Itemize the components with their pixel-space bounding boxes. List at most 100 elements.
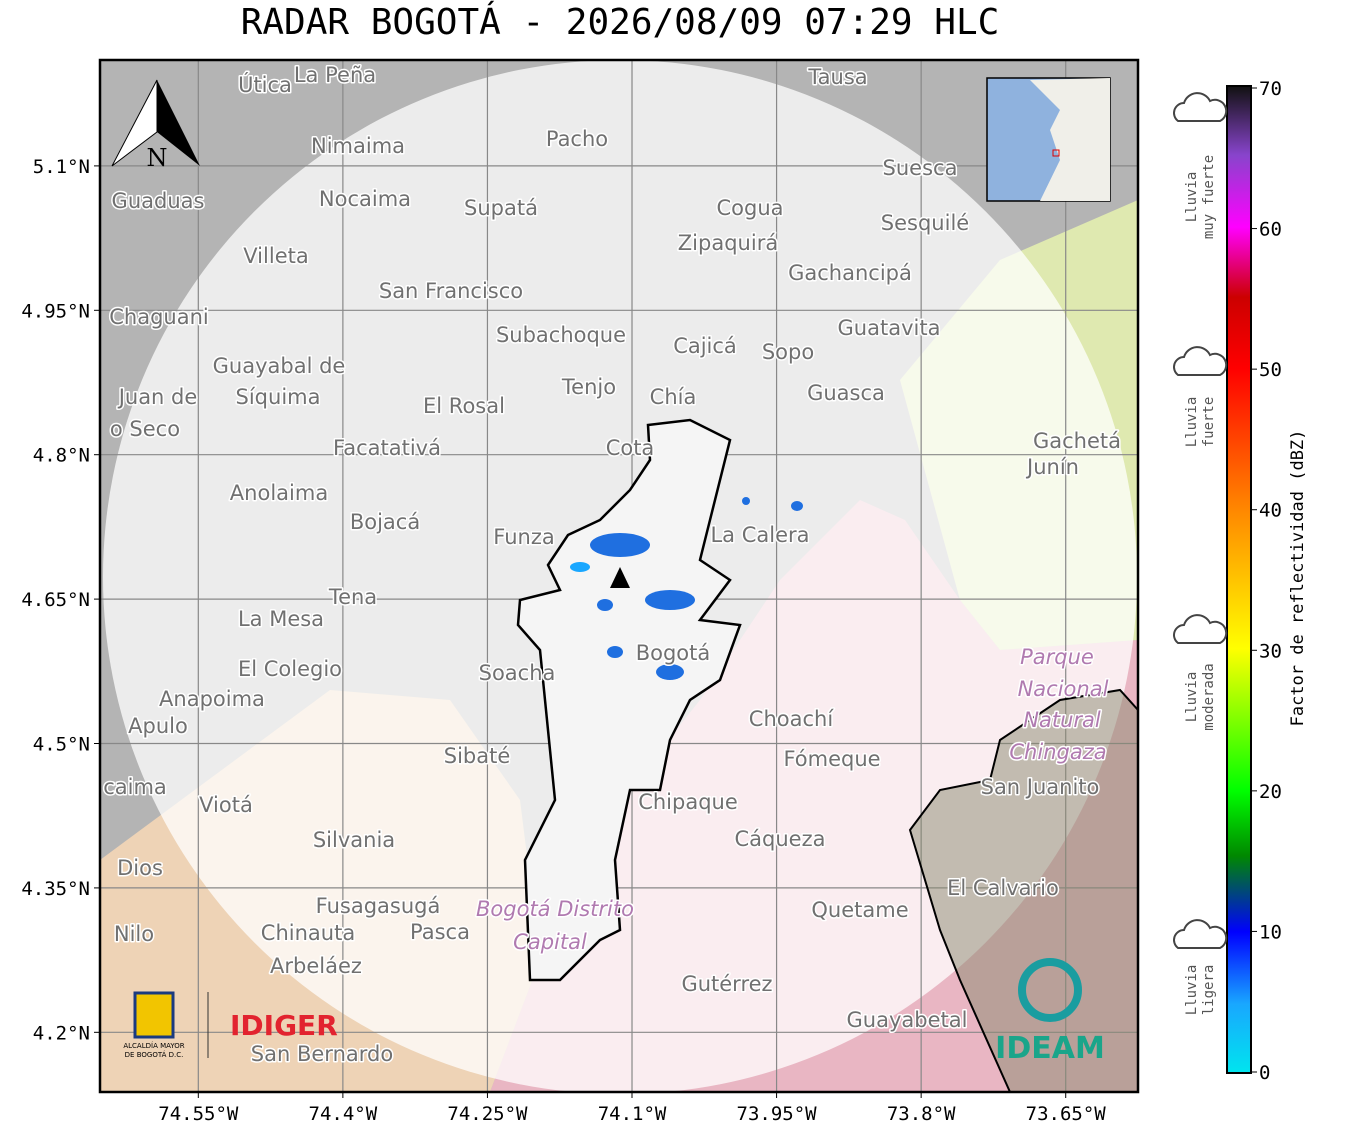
- place-label: Sibaté: [444, 744, 511, 768]
- echo: [607, 646, 623, 658]
- place-label: San Francisco: [379, 279, 523, 303]
- map-area: Útica La Peña Tausa Pacho Nimaima Guaduas Noca…: [100, 60, 1138, 1092]
- echo: [656, 664, 684, 680]
- radar-echoes: [570, 497, 803, 680]
- place-label: Guayabal de: [213, 354, 346, 378]
- place-label: Cáqueza: [735, 827, 826, 851]
- place-label: Viotá: [199, 793, 253, 817]
- inset-land: [1030, 78, 1110, 201]
- place-label: Sesquilé: [881, 211, 969, 235]
- place-label: Facatativá: [333, 436, 441, 460]
- place-label: Choachí: [749, 707, 835, 731]
- place-label: Quetame: [811, 898, 908, 922]
- park-label: Parque: [1020, 645, 1094, 669]
- place-label: Cota: [606, 436, 655, 460]
- place-label: Nocaima: [319, 187, 411, 211]
- place-label: Fómeque: [783, 747, 880, 771]
- rain-category: Lluvia ligera: [1173, 919, 1228, 1016]
- place-label: Guayabetal: [847, 1008, 968, 1032]
- place-label: La Mesa: [238, 607, 324, 631]
- rain-category-label: ligera: [1201, 965, 1217, 1016]
- park-label: Nacional: [1018, 677, 1109, 701]
- lon-tick-label: 74.25°W: [447, 1103, 528, 1125]
- rain-category-label: fuerte: [1201, 397, 1217, 448]
- place-label: Funza: [493, 525, 554, 549]
- place-label: Cogua: [716, 196, 783, 220]
- lat-tick-label: 4.2°N: [33, 1022, 90, 1044]
- north-arrow-right: [157, 80, 200, 166]
- ideam-emblem: [1018, 958, 1082, 1022]
- place-label: Cajicá: [673, 334, 737, 358]
- colorbar-tick-label: 70: [1259, 78, 1282, 100]
- park-label: Chingaza: [1009, 740, 1106, 764]
- park-label: Natural: [1023, 708, 1101, 732]
- echo: [791, 501, 803, 511]
- place-label: Tena: [328, 585, 377, 609]
- title: RADAR BOGOTÁ - 2026/08/09 07:29 HLC: [241, 1, 1000, 43]
- place-label: Zipaquirá: [678, 231, 778, 255]
- colorbar: [1226, 85, 1252, 1074]
- place-label: El Colegio: [238, 657, 342, 681]
- place-label: Gachancipá: [788, 261, 912, 285]
- colorbar-tick-label: 30: [1259, 640, 1282, 662]
- place-label: Bojacá: [350, 510, 420, 534]
- place-label: Tenjo: [561, 375, 616, 399]
- lat-tick-label: 5.1°N: [33, 156, 90, 178]
- echo: [590, 533, 650, 557]
- place-label: Anapoima: [159, 687, 265, 711]
- inset-locator: [1052, 149, 1060, 157]
- lat-tick-label: 4.8°N: [33, 445, 90, 467]
- rain-category-label: Lluvia: [1184, 397, 1200, 448]
- map-frame: [98, 58, 1140, 1094]
- rain-category-label: moderada: [1201, 663, 1217, 730]
- cloud-icon: [1173, 346, 1228, 376]
- place-label: Tausa: [807, 65, 867, 89]
- idiger-logo: IDIGER: [230, 1009, 338, 1042]
- rain-category-label: Lluvia: [1184, 965, 1200, 1016]
- place-label: Bogotá: [636, 641, 711, 665]
- cloud-icon: [1173, 92, 1228, 122]
- place-label: La Peña: [294, 63, 376, 87]
- place-label: o Seco: [110, 417, 180, 441]
- place-label: Silvania: [313, 828, 395, 852]
- place-label: Chipaque: [638, 790, 738, 814]
- rain-category-label: muy fuerte: [1201, 155, 1217, 239]
- rain-category-label: Lluvia: [1184, 672, 1200, 723]
- place-label: Síquima: [236, 385, 321, 409]
- echo: [570, 562, 590, 572]
- lat-tick-label: 4.95°N: [21, 300, 90, 322]
- place-label: Nilo: [114, 922, 154, 946]
- place-labels: Útica La Peña Tausa Pacho Nimaima Guaduas Noca…: [102, 62, 1123, 1068]
- colorbar-tick-label: 10: [1259, 921, 1282, 943]
- place-label: Chía: [650, 385, 697, 409]
- echo: [645, 590, 695, 610]
- cloud-icon: [1173, 614, 1228, 644]
- alcaldia-shield: [133, 991, 175, 1039]
- north-label: N: [147, 144, 168, 172]
- place-label: Anolaima: [230, 481, 328, 505]
- place-label: Suesca: [883, 156, 958, 180]
- place-label: Útica: [238, 72, 292, 97]
- axis-ticks: 74.55°W 74.4°W 74.25°W 74.1°W 73.95°W 73.8°W 7…: [21, 156, 1106, 1125]
- place-label: Nimaima: [311, 134, 405, 158]
- place-label: Guatavita: [838, 316, 941, 340]
- place-label: Guaduas: [112, 189, 205, 213]
- lat-tick-label: 4.5°N: [33, 734, 90, 756]
- place-label: La Calera: [710, 523, 809, 547]
- ideam-logo: IDEAM: [995, 1031, 1105, 1066]
- colorbar-tick-label: 0: [1259, 1062, 1270, 1084]
- colorbar-tick-label: 60: [1259, 219, 1282, 241]
- place-label: Guasca: [807, 381, 885, 405]
- place-label: Fusagasugá: [316, 894, 441, 918]
- place-label: Juan de: [117, 385, 198, 409]
- cloud-icon: [1173, 919, 1228, 949]
- colorbar-ticks: 0 10 20 30 40 50 60 70: [1251, 78, 1282, 1084]
- rain-category: Lluvia muy fuerte: [1173, 92, 1228, 239]
- place-label: Junín: [1025, 455, 1079, 479]
- place-label: Pacho: [546, 127, 608, 151]
- place-label: Chaguani: [109, 305, 209, 329]
- place-label: Sopo: [762, 340, 814, 364]
- place-label: San Juanito: [981, 775, 1100, 799]
- place-label: Subachoque: [496, 323, 626, 347]
